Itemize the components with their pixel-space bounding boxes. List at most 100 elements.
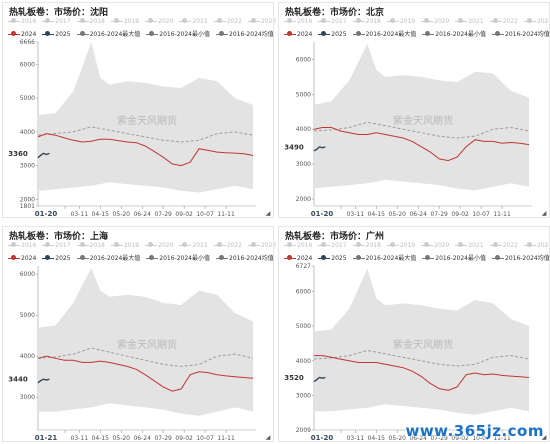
legend-year-2017[interactable]: 2017 (318, 241, 347, 250)
current-value-badge: 3520 (284, 374, 304, 382)
legend-item-2025[interactable]: 2025 (318, 254, 347, 263)
legend-item-2016-2024最小值[interactable]: 2016-2024最小值 (422, 30, 486, 39)
x-tick-label: 04-15 (92, 435, 110, 442)
chart-title: 热轧板卷：市场价：北京 (285, 8, 385, 18)
legend-year-2021[interactable]: 2021 (179, 241, 208, 250)
hidden-year-legend[interactable]: 2016 2017 2018 2019 2020 2021 2022 2023 (8, 17, 282, 27)
legend-year-2016[interactable]: 2016 (284, 17, 312, 26)
x-tick-label: 07-29 (154, 211, 172, 218)
legend-item-2016-2024均值[interactable]: 2016-2024均值 (216, 254, 274, 263)
legend-year-2019[interactable]: 2019 (386, 17, 415, 26)
legend-marker (76, 254, 89, 262)
legend-item-2025[interactable]: 2025 (42, 30, 71, 39)
legend-year-2020[interactable]: 2020 (421, 17, 449, 26)
legend-year-2021[interactable]: 2021 (455, 17, 484, 26)
legend-year-2020[interactable]: 2020 (421, 241, 449, 250)
legend-year-2022[interactable]: 2022 (489, 241, 518, 250)
resize-handle-icon[interactable]: ◢ (266, 210, 271, 217)
chart-panel-guangzhou: 热轧板卷：市场价：广州 2016 2017 2018 2019 2020 2021 2022… (278, 226, 550, 442)
legend-item-2016-2024最小值[interactable]: 2016-2024最小值 (146, 30, 210, 39)
legend-item-2016-2024最大值[interactable]: 2016-2024最大值 (352, 254, 416, 263)
legend-year-2017[interactable]: 2017 (42, 17, 71, 26)
legend-item-2024[interactable]: 2024 (8, 254, 36, 263)
legend-year-2022[interactable]: 2022 (489, 17, 518, 26)
series-legend[interactable]: 2024 2025 2016-2024最大值 2016-2024最小值 2016-202… (8, 30, 280, 40)
legend-item-2016-2024最大值[interactable]: 2016-2024最大值 (352, 30, 416, 39)
legend-year-2023[interactable]: 2023 (247, 241, 276, 250)
legend-item-2024[interactable]: 2024 (8, 30, 36, 39)
x-tick-label: 06-24 (133, 435, 151, 442)
legend-label: 2016 (21, 18, 37, 25)
legend-label: 2017 (331, 242, 347, 249)
chart-plot: 3000 4000 5000 6000 紫金天风期货 3440 01-21 03-11 04-1… (5, 266, 271, 442)
legend-year-2022[interactable]: 2022 (213, 17, 242, 26)
legend-item-2016-2024最小值[interactable]: 2016-2024最小值 (422, 254, 486, 263)
legend-item-2016-2024最大值[interactable]: 2016-2024最大值 (76, 30, 140, 39)
legend-marker (386, 17, 399, 25)
y-tick-label: 2000 (20, 196, 35, 203)
legend-item-2016-2024均值[interactable]: 2016-2024均值 (492, 254, 550, 263)
legend-item-2016-2024最大值[interactable]: 2016-2024最大值 (76, 254, 140, 263)
legend-year-2021[interactable]: 2021 (179, 17, 208, 26)
legend-year-2020[interactable]: 2020 (145, 17, 173, 26)
chart-panel-shanghai: 热轧板卷：市场价：上海 2016 2017 2018 2019 2020 2021 2022… (2, 226, 276, 442)
resize-handle-icon[interactable]: ◢ (542, 210, 547, 217)
x-tick-label: 10-07 (472, 211, 490, 218)
series-2024-line (37, 133, 254, 167)
legend-year-2017[interactable]: 2017 (42, 241, 71, 250)
legend-marker (110, 241, 123, 249)
legend-year-2019[interactable]: 2019 (110, 241, 139, 250)
resize-handle-icon[interactable]: ◢ (266, 434, 271, 441)
legend-label: 2020 (158, 242, 174, 249)
legend-label: 2016 (21, 242, 37, 249)
legend-item-2016-2024均值[interactable]: 2016-2024均值 (216, 30, 274, 39)
legend-item-2016-2024均值[interactable]: 2016-2024均值 (492, 30, 550, 39)
legend-label: 2016 (297, 18, 313, 25)
chart-watermark: 紫金天风期货 (393, 338, 453, 351)
legend-year-2016[interactable]: 2016 (284, 241, 312, 250)
series-legend[interactable]: 2024 2025 2016-2024最大值 2016-2024最小值 2016-202… (284, 30, 550, 40)
legend-item-2024[interactable]: 2024 (284, 254, 312, 263)
legend-year-2023[interactable]: 2023 (247, 17, 276, 26)
hidden-year-legend[interactable]: 2016 2017 2018 2019 2020 2021 2022 2023 (284, 17, 550, 27)
legend-marker (318, 30, 331, 38)
legend-item-2024[interactable]: 2024 (284, 30, 312, 39)
legend-year-2019[interactable]: 2019 (110, 17, 139, 26)
legend-label: 2020 (434, 18, 450, 25)
series-legend[interactable]: 2024 2025 2016-2024最大值 2016-2024最小值 2016-202… (284, 254, 550, 264)
legend-year-2018[interactable]: 2018 (76, 241, 105, 250)
resize-handle-icon[interactable]: ◢ (542, 434, 547, 441)
legend-label: 2021 (468, 18, 484, 25)
current-value-badge-bg (5, 374, 32, 385)
series-legend[interactable]: 2024 2025 2016-2024最大值 2016-2024最小值 2016-202… (8, 254, 280, 264)
current-value-badge: 3490 (284, 144, 304, 152)
legend-label: 2024 (21, 31, 37, 38)
legend-marker (216, 30, 228, 38)
legend-marker (216, 254, 228, 262)
legend-marker (318, 17, 331, 25)
legend-year-2017[interactable]: 2017 (318, 17, 347, 26)
legend-year-2023[interactable]: 2023 (523, 241, 550, 250)
legend-item-2025[interactable]: 2025 (318, 30, 347, 39)
legend-year-2019[interactable]: 2019 (386, 241, 415, 250)
legend-year-2016[interactable]: 2016 (8, 241, 36, 250)
x-tick-label: 04-15 (368, 211, 386, 218)
legend-marker (42, 254, 55, 262)
legend-item-2025[interactable]: 2025 (42, 254, 71, 263)
legend-year-2018[interactable]: 2018 (352, 17, 381, 26)
hidden-year-legend[interactable]: 2016 2017 2018 2019 2020 2021 2022 2023 (8, 241, 282, 251)
chart-title: 热轧板卷：市场价：沈阳 (9, 8, 109, 18)
hidden-year-legend[interactable]: 2016 2017 2018 2019 2020 2021 2022 2023 (284, 241, 550, 251)
legend-year-2016[interactable]: 2016 (8, 17, 36, 26)
legend-year-2021[interactable]: 2021 (455, 241, 484, 250)
y-tick-label: 4000 (296, 358, 311, 365)
legend-year-2018[interactable]: 2018 (352, 241, 381, 250)
legend-item-2016-2024最小值[interactable]: 2016-2024最小值 (146, 254, 210, 263)
legend-year-2018[interactable]: 2018 (76, 17, 105, 26)
y-tick-label: 4000 (20, 353, 35, 360)
legend-year-2022[interactable]: 2022 (213, 241, 242, 250)
legend-year-2020[interactable]: 2020 (145, 241, 173, 250)
legend-label: 2020 (158, 18, 174, 25)
legend-year-2023[interactable]: 2023 (523, 17, 550, 26)
